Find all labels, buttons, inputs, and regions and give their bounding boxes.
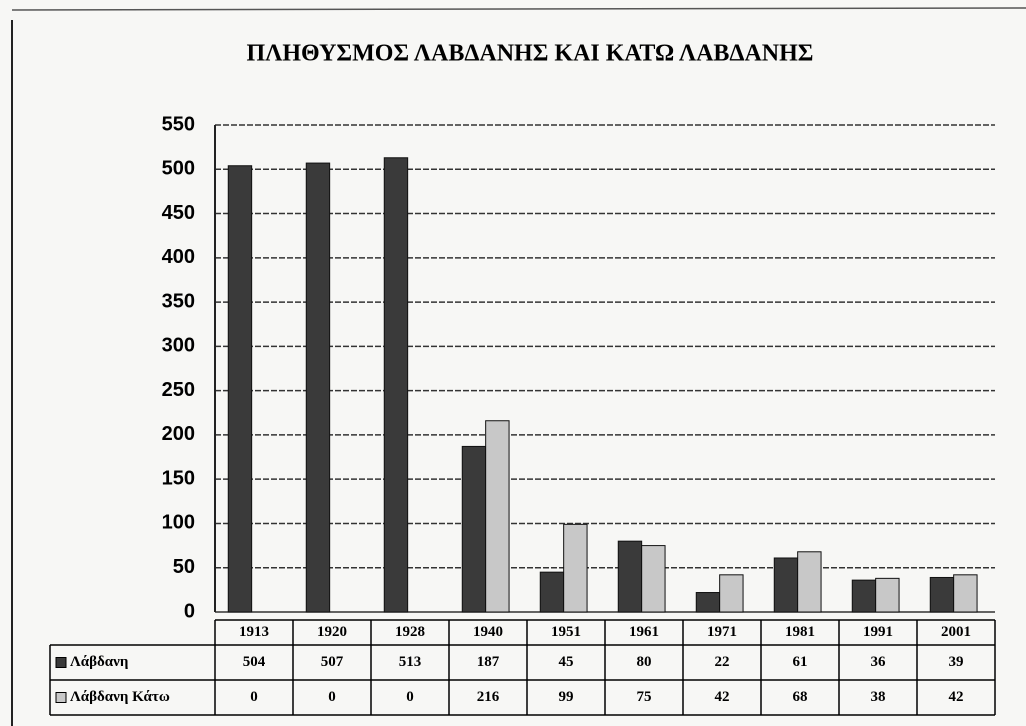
data-label: 68 <box>793 689 808 705</box>
legend-swatch <box>55 657 67 668</box>
bar <box>953 574 978 613</box>
bar <box>305 162 331 613</box>
legend-swatch <box>55 692 67 703</box>
data-label: 216 <box>477 689 500 705</box>
x-tick-label: 1951 <box>551 624 581 640</box>
data-label: 0 <box>406 689 414 705</box>
x-tick-label: 1920 <box>317 624 347 640</box>
data-label: 99 <box>559 689 574 705</box>
bar <box>617 540 643 613</box>
y-tick-label: 100 <box>162 512 195 534</box>
y-tick-label: 250 <box>162 379 195 401</box>
bar <box>719 574 744 613</box>
data-label: 513 <box>399 654 422 670</box>
bar <box>875 577 900 613</box>
y-tick-label: 200 <box>162 423 195 445</box>
x-tick-label: 1981 <box>785 624 815 640</box>
data-label: 22 <box>715 654 730 670</box>
bar <box>797 551 822 613</box>
x-tick-label: 1928 <box>395 624 425 640</box>
x-tick-label: 1991 <box>863 624 893 640</box>
x-tick-label: 2001 <box>941 624 971 640</box>
x-tick-label: 1961 <box>629 624 659 640</box>
bar <box>695 592 721 613</box>
y-tick-label: 450 <box>162 202 195 224</box>
x-tick-label: 1940 <box>473 624 503 640</box>
data-label: 39 <box>949 654 964 670</box>
bar <box>485 420 510 613</box>
x-tick-label: 1971 <box>707 624 737 640</box>
data-label: 42 <box>949 689 964 705</box>
legend-label: Λάβδανη Κάτω <box>70 689 170 705</box>
bar <box>563 523 588 613</box>
y-tick-label: 500 <box>162 158 195 180</box>
data-label: 75 <box>637 689 652 705</box>
bar <box>539 571 565 613</box>
bar <box>383 157 409 613</box>
bar <box>461 445 487 613</box>
y-tick-label: 50 <box>173 556 195 578</box>
y-tick-label: 550 <box>162 113 195 135</box>
data-label: 42 <box>715 689 730 705</box>
frame <box>11 7 1026 11</box>
y-tick-label: 400 <box>162 246 195 268</box>
data-label: 507 <box>321 654 344 670</box>
data-label: 45 <box>559 654 574 670</box>
y-tick-label: 300 <box>162 335 195 357</box>
data-label: 0 <box>250 689 258 705</box>
data-label: 80 <box>637 654 652 670</box>
chart-title: ΠΛΗΘΥΣΜΟΣ ΛΑΒΔΑΝΗΣ ΚΑΙ ΚΑΤΩ ΛΑΒΔΑΝΗΣ <box>247 41 814 67</box>
bar <box>929 576 955 613</box>
y-tick-label: 350 <box>162 290 195 312</box>
bar <box>851 579 877 613</box>
data-label: 0 <box>328 689 336 705</box>
x-tick-label: 1913 <box>239 624 269 640</box>
bar <box>227 165 253 613</box>
data-label: 187 <box>477 654 500 670</box>
legend-label: Λάβδανη <box>70 654 128 670</box>
y-tick-label: 0 <box>184 600 195 622</box>
data-label: 38 <box>871 689 886 705</box>
bar <box>641 545 666 613</box>
data-label: 61 <box>793 654 808 670</box>
data-label: 36 <box>871 654 887 670</box>
y-tick-label: 150 <box>162 467 195 489</box>
bar <box>773 557 799 613</box>
data-label: 504 <box>243 654 266 670</box>
